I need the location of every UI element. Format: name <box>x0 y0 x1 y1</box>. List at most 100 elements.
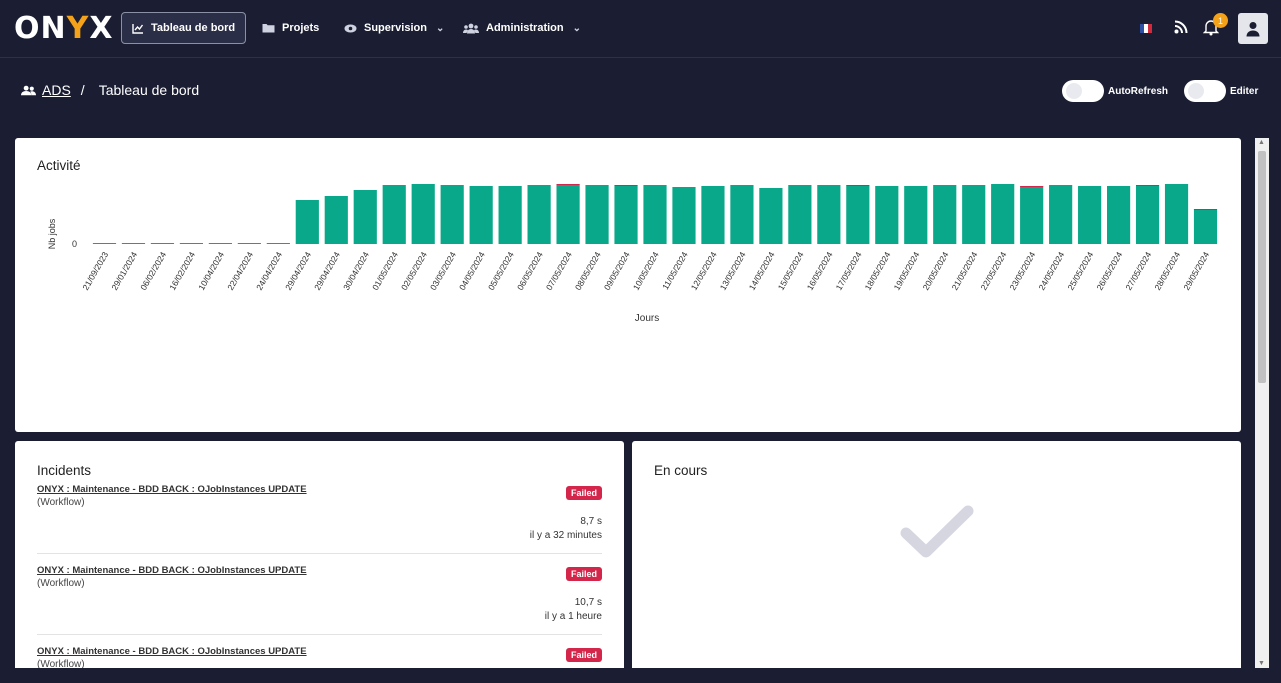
x-tick-label: 20/05/2024 <box>921 250 951 292</box>
editer-label: Editer <box>1230 85 1259 97</box>
incident-type: (Workflow) <box>37 578 85 589</box>
incident-type: (Workflow) <box>37 497 85 508</box>
editer-toggle[interactable] <box>1184 80 1226 102</box>
checkmark-icon <box>900 505 974 558</box>
bar-success <box>1020 187 1044 244</box>
bar-success <box>1078 186 1102 244</box>
x-tick-label: 29/04/2024 <box>312 250 342 292</box>
bar-success <box>730 185 754 244</box>
autorefresh-toggle[interactable] <box>1062 80 1104 102</box>
incident-link[interactable]: ONYX : Maintenance - BDD BACK : OJobInst… <box>37 565 307 576</box>
x-tick-label: 25/05/2024 <box>1065 250 1095 292</box>
nav-tableau-de-bord[interactable]: Tableau de bord <box>121 12 247 44</box>
bar-success <box>875 186 899 244</box>
bar-success <box>324 196 348 244</box>
incident-type: (Workflow) <box>37 659 85 670</box>
x-tick-label: 14/05/2024 <box>747 250 777 292</box>
bar-success <box>1135 186 1160 244</box>
incident-duration: 10,7 s <box>574 597 602 608</box>
bar-success <box>208 243 232 244</box>
bar-success <box>527 185 551 244</box>
page-scrollbar[interactable]: ▲ ▼ <box>1255 138 1269 668</box>
x-tick-label: 12/05/2024 <box>689 250 719 292</box>
top-navbar: ON Y X Tableau de bord Projets Supervision… <box>0 0 1281 58</box>
bar-success <box>759 188 783 244</box>
x-tick-label: 10/05/2024 <box>631 250 661 292</box>
x-tick-label: 28/05/2024 <box>1152 250 1182 292</box>
incident-link[interactable]: ONYX : Maintenance - BDD BACK : OJobInst… <box>37 484 307 495</box>
x-tick-label: 21/09/2023 <box>80 250 110 292</box>
x-tick-label: 19/05/2024 <box>892 250 922 292</box>
bar-success <box>1164 184 1189 244</box>
chevron-down-icon: ⌄ <box>572 22 582 34</box>
nav-label: Administration <box>486 22 564 34</box>
bar-failed <box>1193 209 1218 210</box>
x-tick-label: 22/05/2024 <box>978 250 1008 292</box>
x-tick-label: 11/05/2024 <box>660 250 690 292</box>
x-tick-label: 01/05/2024 <box>370 250 400 292</box>
bar-success <box>179 243 203 244</box>
bar-success <box>585 185 609 244</box>
scroll-down-arrow-icon[interactable]: ▼ <box>1258 660 1265 667</box>
bar-success <box>440 185 464 244</box>
bar-success <box>237 243 261 244</box>
breadcrumb-separator: / <box>80 82 85 98</box>
user-icon <box>1246 21 1260 36</box>
x-tick-label: 10/04/2024 <box>196 250 226 292</box>
editer-toggle-group: Editer <box>1184 80 1258 102</box>
onyx-logo[interactable]: ON Y X <box>14 10 114 46</box>
nav-label: Tableau de bord <box>151 22 236 34</box>
bar-success <box>498 186 522 244</box>
y-axis-label: Nb jobs <box>47 218 57 249</box>
bar-success <box>411 184 435 244</box>
autorefresh-label: AutoRefresh <box>1108 85 1169 97</box>
activity-title: Activité <box>37 158 81 173</box>
incidents-card: Incidents ONYX : Maintenance - BDD BACK … <box>15 441 624 683</box>
bar-success <box>382 185 406 244</box>
bar-success <box>701 186 725 244</box>
bar-success <box>556 185 580 244</box>
incident-item: ONYX : Maintenance - BDD BACK : OJobInst… <box>37 565 602 635</box>
chart-icon <box>132 23 144 34</box>
bar-success <box>904 186 928 244</box>
eye-icon <box>344 24 357 32</box>
x-tick-label: 23/05/2024 <box>1007 250 1037 292</box>
x-tick-label: 02/05/2024 <box>399 250 429 292</box>
scroll-up-arrow-icon[interactable]: ▲ <box>1258 139 1265 146</box>
nav-administration[interactable]: Administration ⌄ <box>453 12 591 44</box>
page-title: Tableau de bord <box>98 82 200 98</box>
activity-bar-chart: Nb jobs 021/09/2023 29/01/2024 06/02/2024 16… <box>47 184 1218 324</box>
bar-success <box>643 185 667 244</box>
notification-badge: 1 <box>1213 13 1228 28</box>
x-axis-label: Jours <box>635 313 659 324</box>
nav-projets[interactable]: Projets <box>252 12 329 44</box>
x-tick-label: 17/05/2024 <box>834 250 864 292</box>
scrollbar-thumb[interactable] <box>1258 151 1266 383</box>
x-tick-label: 03/05/2024 <box>428 250 458 292</box>
x-tick-label: 07/05/2024 <box>544 250 574 292</box>
incident-time-ago: il y a 1 heure <box>544 611 602 622</box>
breadcrumb-group-link[interactable]: ADS <box>42 82 71 98</box>
x-tick-label: 06/02/2024 <box>138 250 168 292</box>
nav-supervision[interactable]: Supervision ⌄ <box>334 12 454 44</box>
bar-failed <box>1020 186 1044 187</box>
x-tick-label: 29/01/2024 <box>109 250 139 292</box>
bar-failed <box>556 184 580 185</box>
x-tick-label: 16/05/2024 <box>805 250 835 292</box>
user-menu-button[interactable] <box>1238 13 1268 44</box>
bar-success <box>962 185 986 244</box>
bar-success <box>295 200 319 244</box>
incident-link[interactable]: ONYX : Maintenance - BDD BACK : OJobInst… <box>37 646 307 657</box>
chevron-down-icon: ⌄ <box>435 22 445 34</box>
x-tick-label: 30/04/2024 <box>341 250 371 292</box>
bar-failed <box>1135 185 1160 186</box>
language-flag-icon[interactable] <box>1140 24 1152 33</box>
bar-success <box>788 185 812 244</box>
bar-success <box>614 186 638 244</box>
en-cours-title: En cours <box>654 463 708 478</box>
nav-label: Supervision <box>364 22 427 34</box>
x-tick-label: 27/05/2024 <box>1123 250 1153 292</box>
rss-icon[interactable] <box>1174 20 1188 34</box>
bar-success <box>1107 186 1131 244</box>
x-tick-label: 16/02/2024 <box>167 250 197 292</box>
